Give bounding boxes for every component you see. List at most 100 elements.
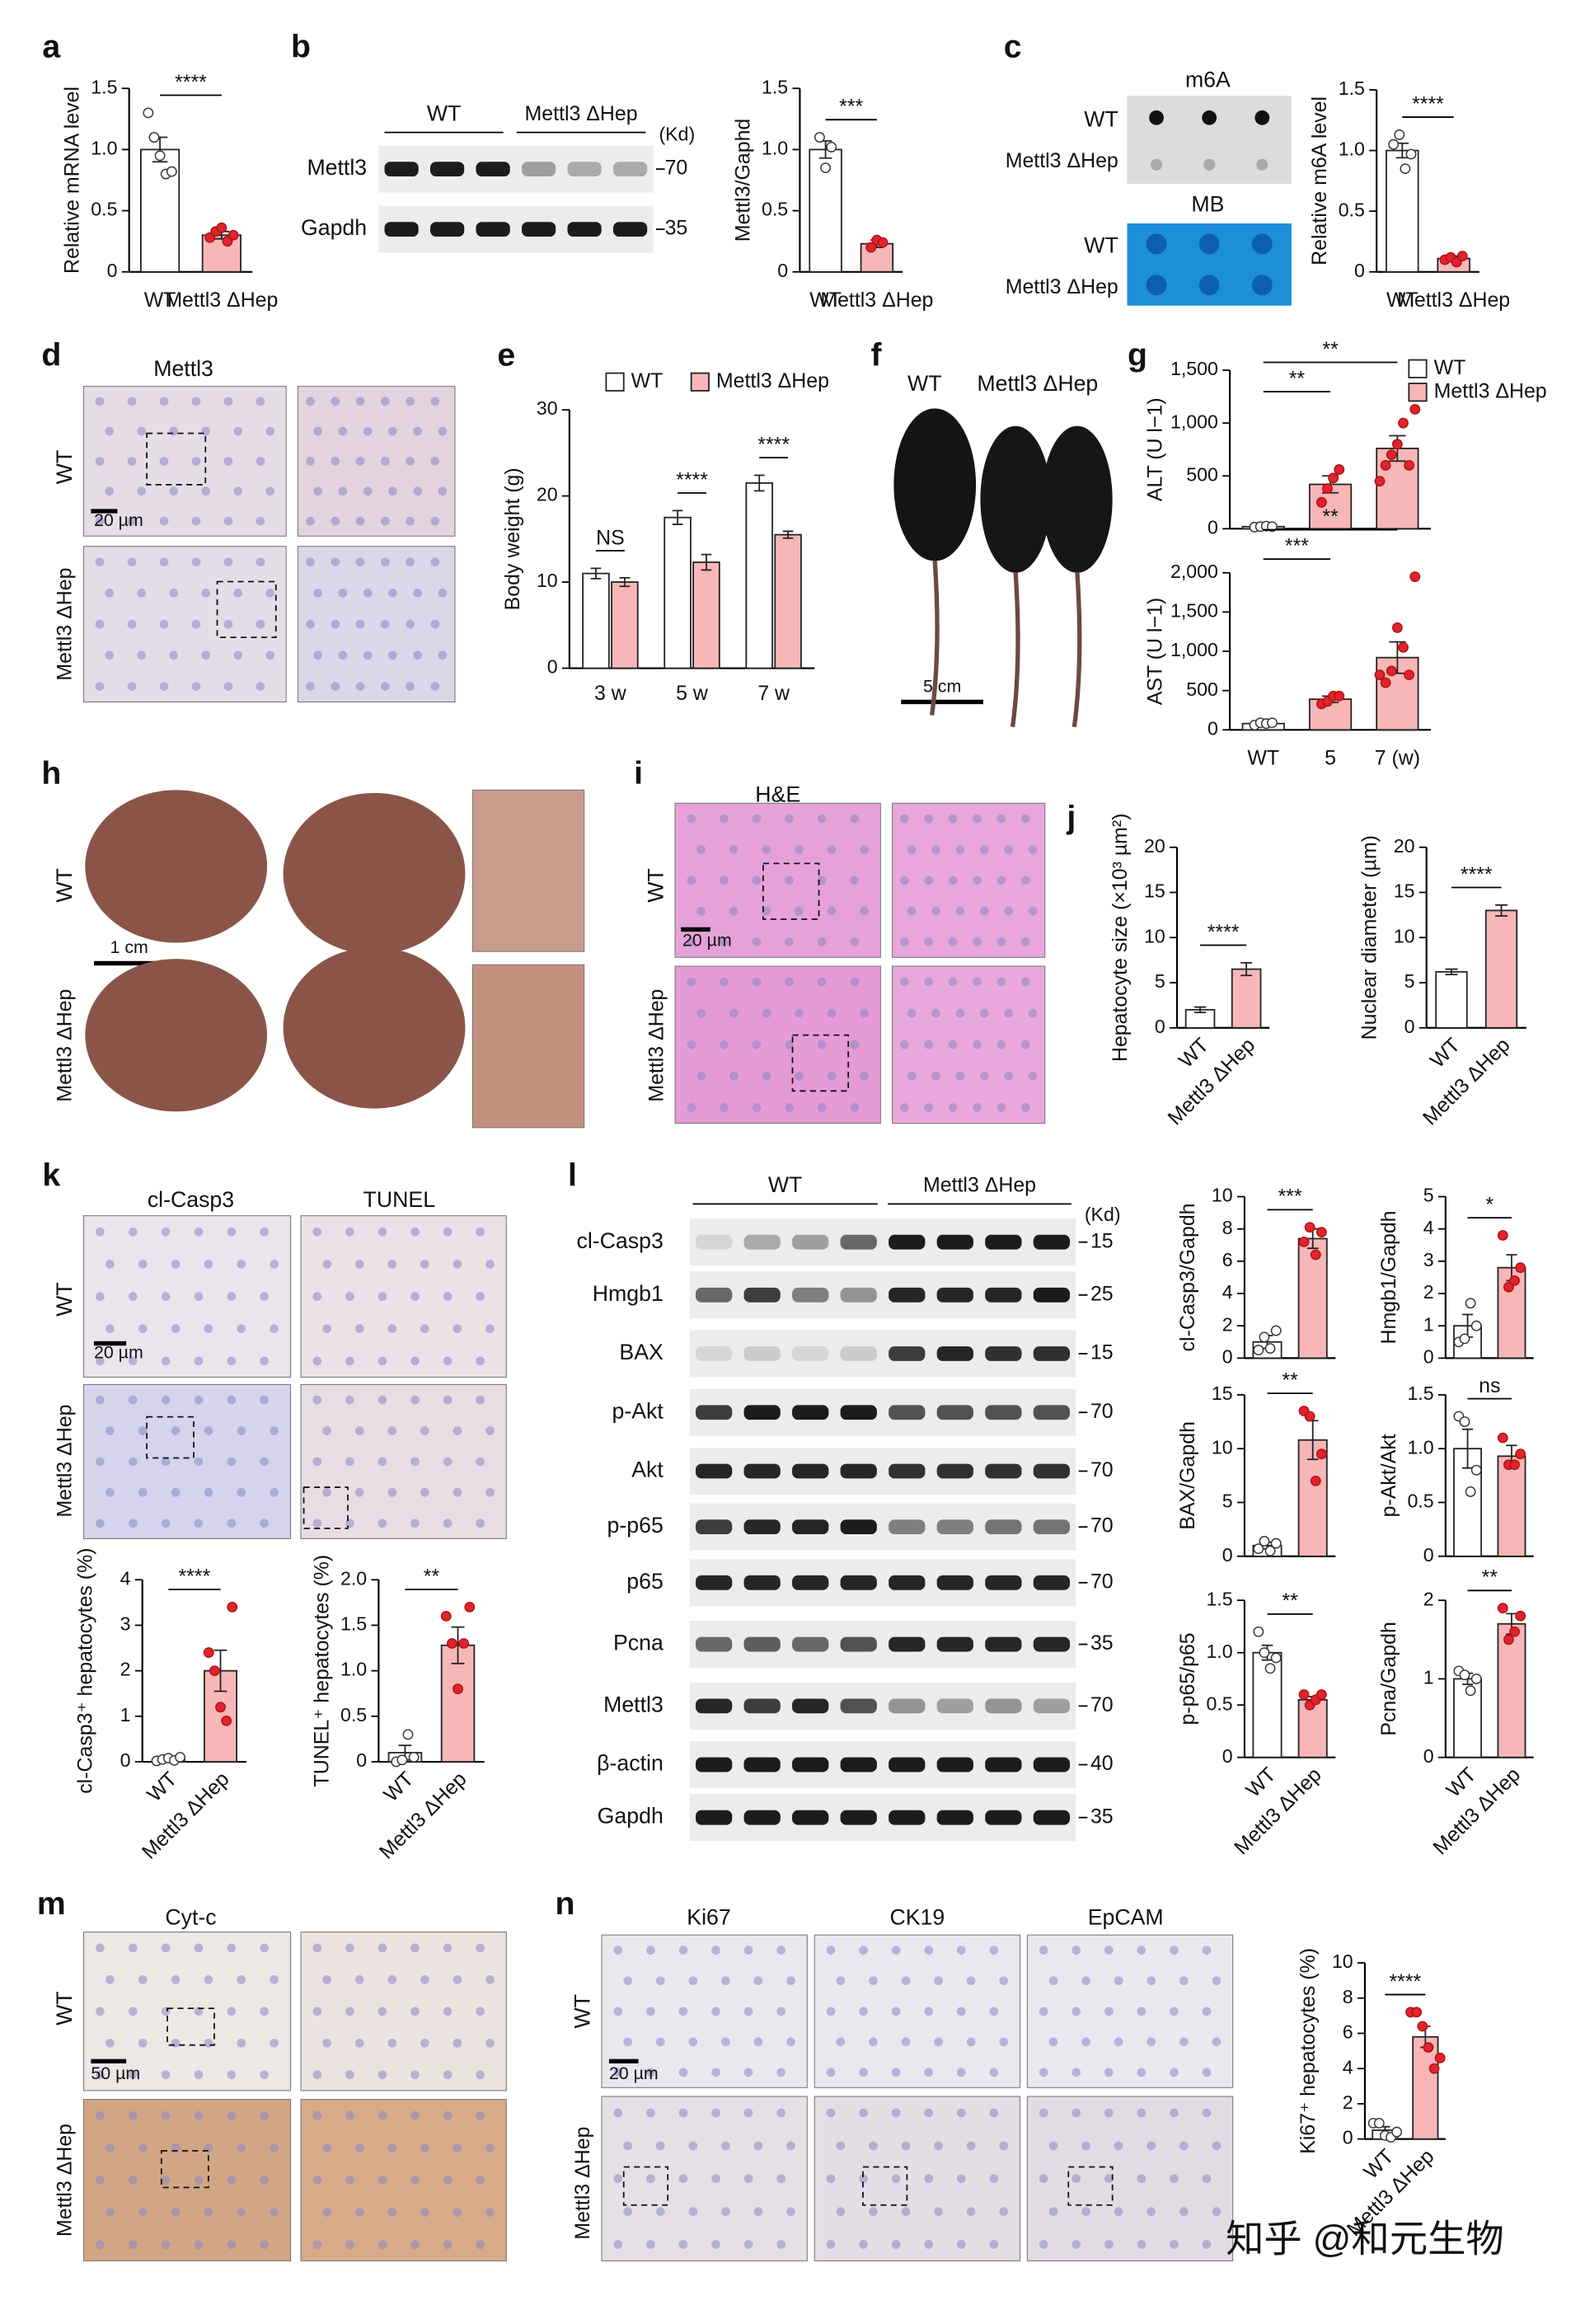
nucleus [95,397,105,406]
nucleus [907,906,917,916]
nucleus [260,1457,270,1467]
dot [1256,158,1268,171]
label: Ki67 [687,1905,730,1930]
nucleus [380,619,390,629]
nucleus [743,2068,753,2078]
nucleus [743,1946,753,1955]
nucleus [171,1974,181,1984]
data-point [154,150,166,162]
y-tick-label: 0 [1208,516,1218,538]
nucleus [453,1260,462,1269]
nucleus [1147,1976,1156,1986]
nucleus [354,2038,364,2048]
nucleus [688,2141,698,2151]
band [936,1346,973,1361]
nucleus [720,814,729,824]
data-point [1465,1685,1476,1697]
nucleus [443,1227,453,1237]
nucleus [979,1071,989,1081]
nucleus [711,1946,720,1955]
nucleus [388,589,397,598]
micrograph [300,1932,507,2092]
nucleus [265,486,275,496]
mouse [980,425,1051,573]
row-label: WT [1084,106,1118,131]
x-tick-label: 5 w [676,682,709,705]
kd-label: 70 [1090,1693,1114,1716]
data-point [221,1715,232,1726]
nucleus [443,2007,453,2016]
nucleus [1202,1946,1212,1955]
nucleus [159,619,169,629]
band [1033,1405,1071,1420]
band [695,1757,733,1772]
nucleus [476,1943,485,1953]
row-label: Mettl3 ΔHep [1006,275,1118,298]
nucleus [1170,2174,1179,2184]
bar [745,482,773,669]
kd-label: 15 [1090,1341,1114,1364]
nucleus [948,876,958,885]
stain-label: m6A [1185,67,1231,92]
nucleus [312,2176,322,2185]
nucleus [485,1974,495,1984]
nucleus [128,2110,138,2120]
nucleus [996,814,1006,824]
nucleus [345,1292,354,1301]
nucleus [646,2108,655,2118]
data-point [1267,717,1278,729]
nucleus [720,937,729,946]
band [743,1575,781,1590]
panel-letter: a [42,29,61,64]
nucleus [233,426,243,436]
x-tick-label: 7 (w) [1375,746,1420,769]
nucleus [989,2108,999,2118]
nucleus [95,619,105,629]
nucleus [696,1071,706,1081]
nucleus [161,1395,171,1405]
label: WT [52,868,77,903]
y-tick-label: 0 [1404,1016,1415,1037]
nucleus [322,2143,332,2153]
nucleus [836,1976,846,1986]
nucleus [345,1457,354,1467]
nucleus [105,650,115,660]
panel-letter: c [1004,29,1022,64]
data-point [1259,1331,1270,1343]
nucleus [752,814,762,824]
nucleus [850,1040,860,1049]
nucleus [924,2174,934,2184]
nucleus [387,2208,397,2217]
nucleus [753,2207,763,2216]
error-bar [672,509,683,525]
nucleus [786,2141,795,2151]
data-point [1304,1222,1315,1233]
data-point [1434,2052,1446,2063]
nucleus [934,2037,943,2047]
nucleus [194,2070,204,2079]
significance-label: **** [1461,863,1493,886]
nucleus [931,906,940,916]
legend-swatch [690,372,710,392]
y-tick-label: 1.0 [1207,1641,1233,1662]
band [792,1463,829,1479]
band [384,222,419,237]
band [985,1519,1022,1535]
label: 20 µm [682,930,732,950]
significance-label: ** [1322,338,1339,361]
nucleus [270,2143,279,2153]
nucleus [453,2038,462,2048]
error-bar [590,567,602,580]
nucleus [891,2007,901,2016]
y-tick-label: 1.0 [1339,139,1365,160]
y-tick-label: 0 [777,260,788,281]
data-point [458,1638,470,1649]
data-point [877,237,889,248]
data-point [166,166,177,177]
nucleus [237,2143,246,2153]
nucleus [899,1103,909,1112]
y-tick-label: 2.0 [340,1567,367,1589]
nucleus [413,650,422,660]
nucleus [476,1519,485,1528]
data-point [148,132,160,143]
